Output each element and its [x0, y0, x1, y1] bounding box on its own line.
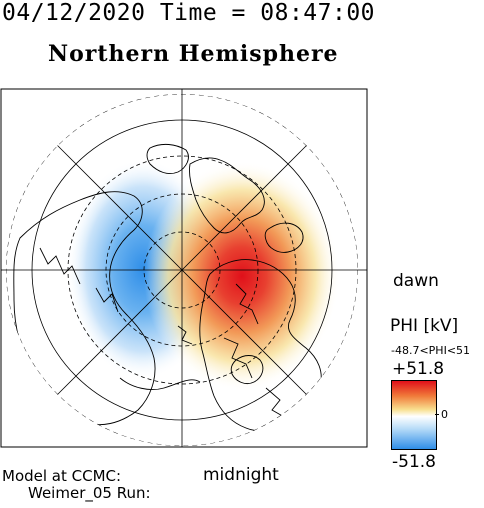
colorbar — [391, 380, 437, 450]
outer-frame-lines — [1, 89, 367, 447]
colorbar-max-label: +51.8 — [392, 359, 445, 379]
midnight-label: midnight — [203, 465, 279, 485]
polar-potential-map — [0, 88, 368, 448]
model-label: Model at CCMC: — [2, 467, 122, 485]
colorbar-range: -48.7<PHI<51 — [391, 344, 471, 357]
date-time-header: 04/12/2020 Time = 08:47:00 — [2, 0, 376, 26]
lat-lon-grid — [6, 94, 358, 446]
run-label: Weimer_05 Run: — [28, 484, 151, 502]
colorbar-zero-label: 0 — [441, 408, 448, 421]
colorbar-zero-tick — [435, 414, 439, 415]
colorbar-title: PHI [kV] — [390, 316, 459, 336]
plot-title: Northern Hemisphere — [48, 41, 339, 67]
colorbar-min-label: -51.8 — [392, 452, 436, 472]
dawn-label: dawn — [393, 271, 439, 291]
